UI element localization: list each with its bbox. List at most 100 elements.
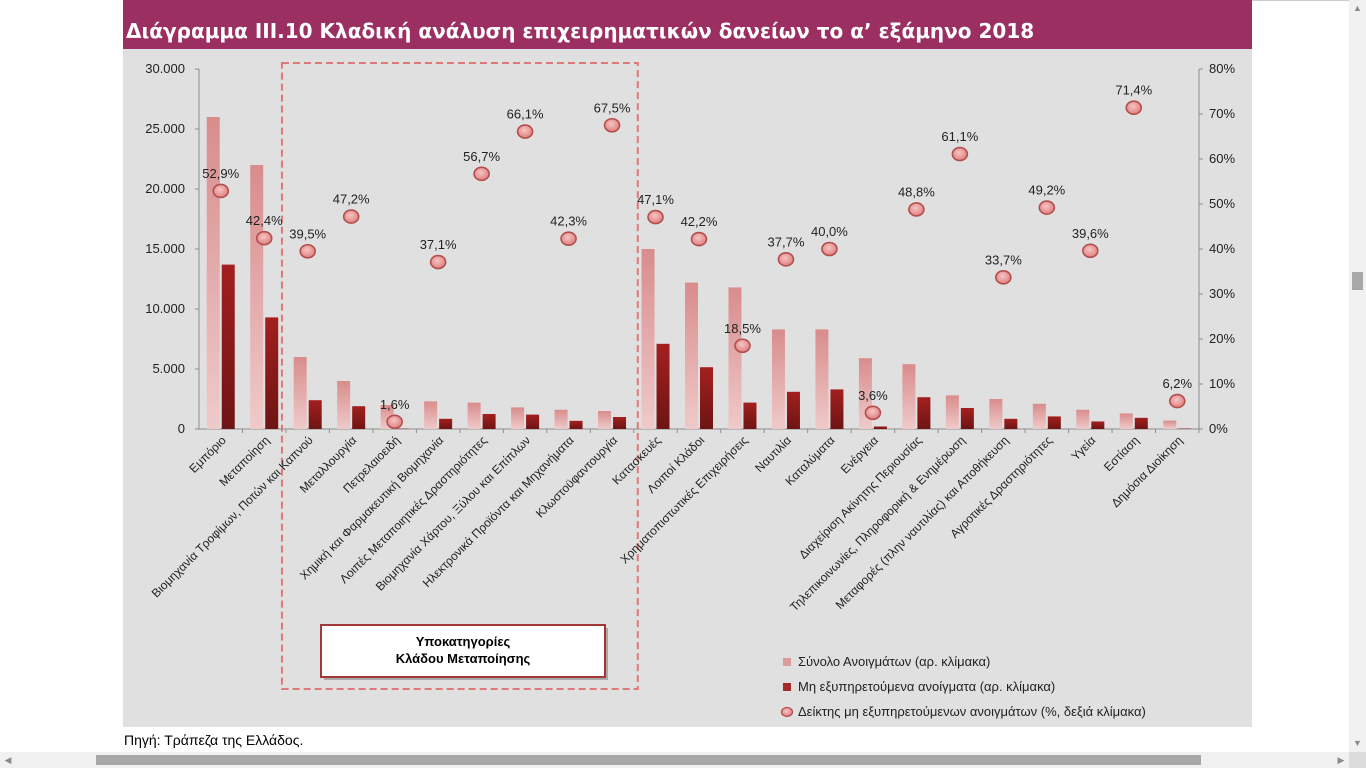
npe-ratio-label: 71,4% — [1115, 83, 1152, 98]
highlight-label-line2: Κλάδου Μεταποίησης — [396, 651, 531, 666]
bar-total-exposures — [554, 409, 568, 429]
legend-swatch-total — [783, 658, 791, 666]
npe-ratio-point — [647, 209, 664, 225]
bar-total-exposures — [1163, 420, 1177, 429]
bar-npe — [308, 400, 322, 429]
bar-total-exposures — [989, 399, 1003, 429]
npe-ratio-label: 33,7% — [985, 252, 1022, 267]
right-y-tick-label: 0% — [1209, 421, 1228, 436]
x-category-label: Βιομηχανία Χάρτου, Ξύλου και Επίπλων — [373, 433, 533, 593]
bar-npe — [221, 264, 235, 429]
npe-ratio-label: 52,9% — [202, 166, 239, 181]
npe-ratio-point — [386, 414, 403, 430]
left-y-tick-label: 30.000 — [145, 61, 185, 76]
vertical-scroll-thumb[interactable] — [1352, 272, 1363, 290]
npe-ratio-point — [821, 241, 838, 257]
npe-ratio-label: 67,5% — [594, 100, 631, 115]
right-y-tick-label: 20% — [1209, 331, 1235, 346]
bar-npe — [1091, 421, 1105, 429]
npe-ratio-point — [299, 243, 316, 259]
npe-ratio-label: 42,2% — [681, 214, 718, 229]
x-category-label: Ηλεκτρονικά Προϊόντα και Μηχανήματα — [420, 433, 577, 590]
x-category-label: Κλωστοϋφαντουργία — [533, 433, 620, 520]
left-y-tick-label: 5.000 — [152, 361, 185, 376]
scrollbar-corner — [1349, 752, 1366, 768]
npe-ratio-point — [1038, 200, 1056, 215]
npe-ratio-label: 42,3% — [550, 214, 587, 229]
bar-npe — [960, 408, 974, 429]
vertical-scrollbar[interactable]: ▲ ▼ — [1349, 0, 1366, 752]
npe-ratio-label: 66,1% — [507, 107, 544, 122]
bar-npe — [1134, 417, 1148, 429]
x-category-label: Ενέργεια — [838, 433, 881, 476]
bar-total-exposures — [250, 165, 264, 429]
x-category-label: Βιομηχανία Τροφίμων, Ποτών και Καπνού — [149, 433, 316, 600]
legend-swatch-npe — [783, 683, 791, 691]
npe-ratio-label: 39,5% — [289, 226, 326, 241]
scroll-left-arrow-icon[interactable]: ◀ — [4, 755, 12, 765]
bar-npe — [917, 397, 931, 429]
npe-ratio-point — [995, 270, 1012, 285]
right-y-tick-label: 80% — [1209, 61, 1235, 76]
npe-ratio-label: 6,2% — [1162, 376, 1192, 391]
chart-area: Υποκατηγορίες Κλάδου Μεταποίησης 0 5.000 10… — [123, 49, 1252, 727]
bar-total-exposures — [511, 407, 525, 429]
bar-npe — [786, 391, 800, 429]
right-y-tick-label: 40% — [1209, 241, 1235, 256]
npe-ratio-label: 48,8% — [898, 184, 935, 199]
npe-ratio-point — [1168, 393, 1186, 409]
x-category-label: Υγεία — [1068, 433, 1098, 463]
npe-ratio-point — [516, 124, 534, 139]
bar-total-exposures — [728, 287, 742, 429]
legend-label: Δείκτης μη εξυπηρετούμενων ανοιγμάτων (%… — [798, 704, 1146, 719]
bar-npe — [1004, 418, 1018, 429]
bar-total-exposures — [293, 357, 307, 429]
bar-npe — [569, 420, 583, 429]
left-y-tick-label: 15.000 — [145, 241, 185, 256]
npe-ratio-point — [560, 231, 577, 246]
bar-total-exposures — [1076, 409, 1090, 429]
scroll-up-arrow-icon[interactable]: ▲ — [1353, 3, 1362, 13]
npe-ratio-point — [690, 231, 708, 247]
bar-total-exposures — [1119, 413, 1133, 429]
npe-ratio-label: 37,7% — [768, 234, 805, 249]
npe-ratio-point — [603, 117, 621, 133]
npe-ratio-point — [255, 230, 273, 246]
x-category-label: Ναυτιλία — [752, 433, 794, 475]
left-y-tick-label: 25.000 — [145, 121, 185, 136]
npe-ratio-label: 56,7% — [463, 149, 500, 164]
right-y-tick-label: 10% — [1209, 376, 1235, 391]
npe-ratio-label: 40,0% — [811, 224, 848, 239]
horizontal-scroll-thumb[interactable] — [96, 755, 1201, 765]
bar-npe — [873, 426, 887, 429]
bar-total-exposures — [1032, 403, 1046, 429]
bar-total-exposures — [815, 329, 829, 429]
bar-total-exposures — [641, 249, 655, 429]
npe-ratio-point — [473, 166, 490, 182]
bar-total-exposures — [598, 411, 612, 429]
npe-ratio-point — [734, 338, 751, 354]
bar-npe — [265, 317, 279, 429]
npe-ratio-label: 3,6% — [858, 388, 888, 403]
left-y-tick-label: 10.000 — [145, 301, 185, 316]
bar-total-exposures — [945, 395, 959, 429]
bar-npe — [439, 418, 453, 429]
bar-npe — [700, 367, 713, 429]
npe-ratio-label: 47,1% — [637, 192, 674, 207]
bar-total-exposures — [685, 282, 698, 429]
scroll-right-arrow-icon[interactable]: ▶ — [1337, 755, 1345, 765]
bar-npe — [482, 414, 496, 429]
horizontal-scrollbar[interactable]: ◀ ▶ — [0, 752, 1349, 768]
right-y-tick-label: 50% — [1209, 196, 1235, 211]
npe-ratio-point — [1082, 243, 1099, 259]
npe-ratio-label: 39,6% — [1072, 226, 1109, 241]
npe-ratio-label: 47,2% — [333, 192, 370, 207]
npe-ratio-label: 61,1% — [941, 129, 978, 144]
scroll-down-arrow-icon[interactable]: ▼ — [1353, 738, 1362, 748]
npe-ratio-label: 18,5% — [724, 321, 761, 336]
bar-npe — [830, 389, 844, 429]
legend-label: Σύνολο Ανοιγμάτων (αρ. κλίμακα) — [798, 654, 990, 669]
npe-ratio-point — [429, 254, 447, 270]
npe-ratio-point — [908, 202, 925, 217]
bar-total-exposures — [206, 117, 220, 429]
